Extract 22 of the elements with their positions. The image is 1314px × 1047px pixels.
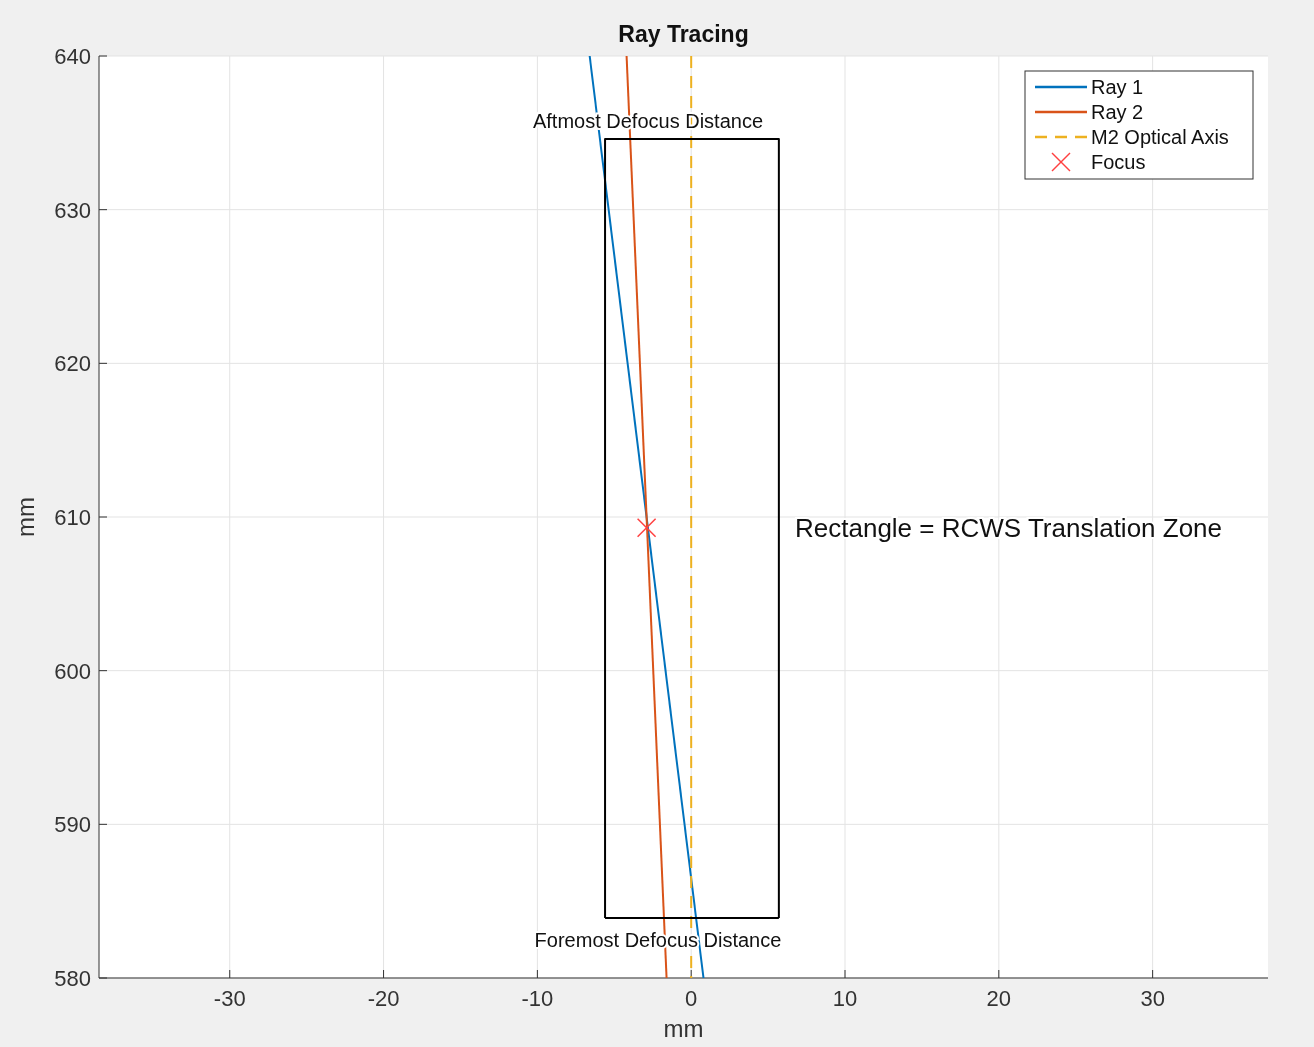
legend-label: Focus <box>1091 151 1146 173</box>
x-tick-label: 0 <box>685 986 698 1011</box>
y-tick-label: 590 <box>54 812 91 838</box>
y-tick-label: 580 <box>54 966 91 991</box>
chart-title: Ray Tracing <box>618 21 749 47</box>
y-tick-label: 600 <box>54 658 91 684</box>
y-axis-title: mm <box>12 497 39 537</box>
x-tick-label: -20 <box>367 986 400 1011</box>
y-tick-label: 610 <box>54 505 91 530</box>
x-tick-label: 30 <box>1140 986 1165 1011</box>
x-tick-label: 10 <box>832 986 858 1011</box>
annotation: Rectangle = RCWS Translation Zone <box>795 513 1223 543</box>
y-tick-label: 630 <box>54 197 91 223</box>
legend-label: Ray 1 <box>1091 76 1144 98</box>
y-tick-label: 640 <box>54 44 91 69</box>
y-tick-label: 620 <box>54 351 91 377</box>
x-tick-label: -30 <box>213 986 246 1011</box>
legend-label: M2 Optical Axis <box>1091 126 1229 148</box>
x-tick-label: 20 <box>986 986 1012 1011</box>
legend-label: Ray 2 <box>1091 101 1144 123</box>
x-tick-label: -10 <box>521 986 554 1011</box>
x-axis-title: mm <box>663 1015 704 1042</box>
